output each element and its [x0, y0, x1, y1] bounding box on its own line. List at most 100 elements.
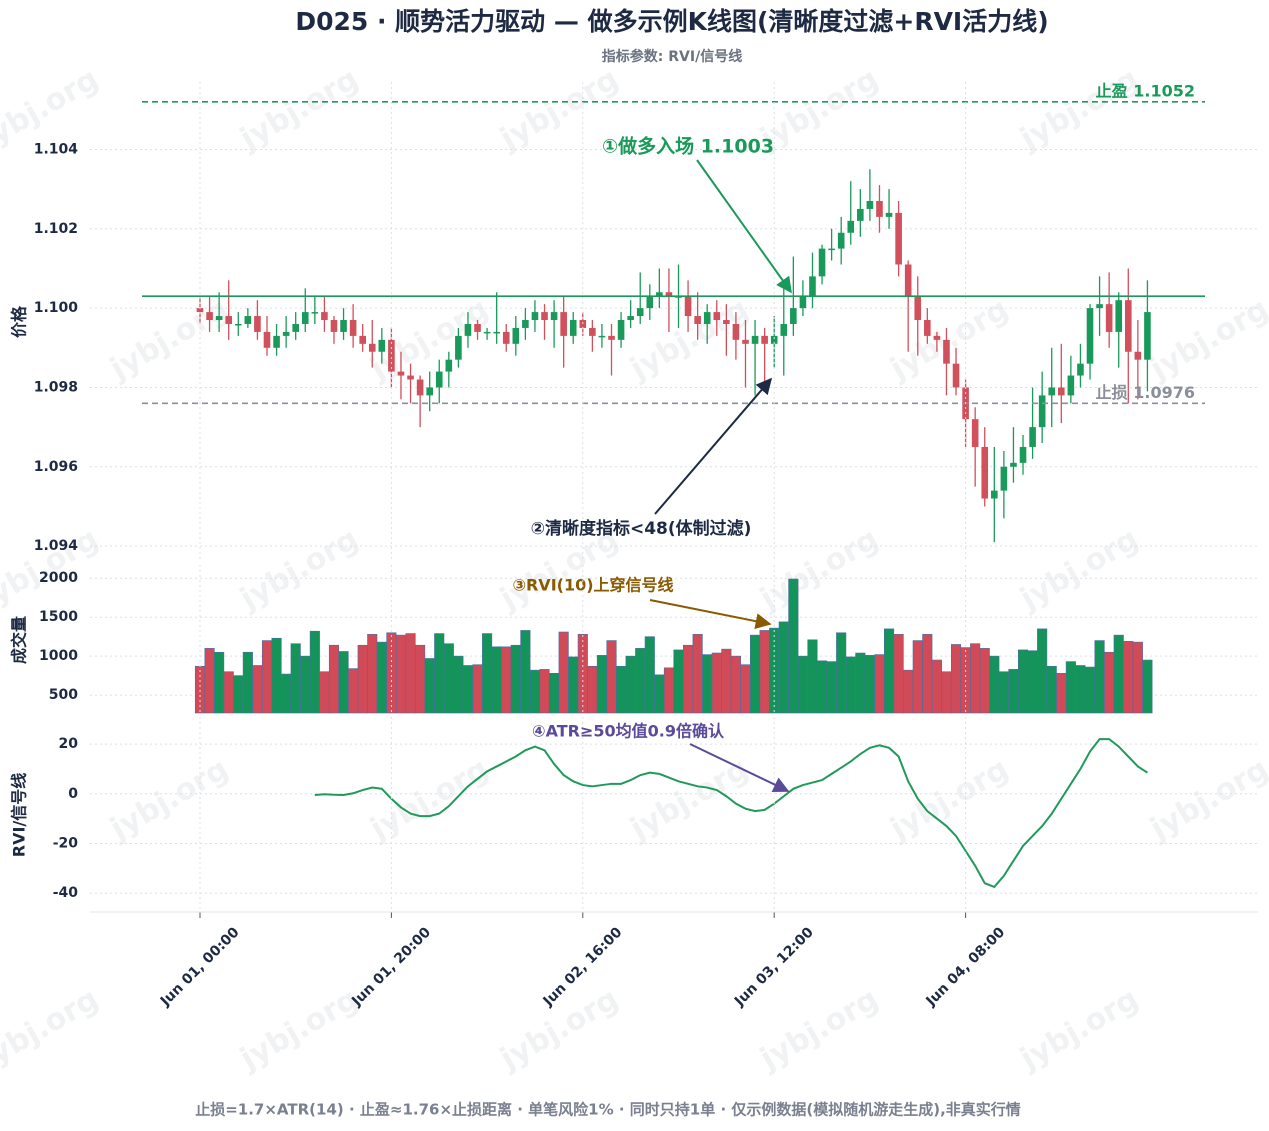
- watermark: jybj.org: [1144, 752, 1269, 848]
- candle-body: [426, 387, 433, 396]
- candle-body: [751, 335, 759, 344]
- candle-body: [1048, 387, 1056, 396]
- arrow: [649, 599, 772, 630]
- volume-bar: [261, 640, 273, 714]
- volume-bar: [539, 669, 550, 714]
- volume-bar: [214, 651, 225, 714]
- candle-body: [761, 335, 768, 344]
- volume-bar: [912, 640, 923, 714]
- volume-bar: [778, 621, 789, 714]
- volume-bar: [223, 671, 234, 714]
- candle-body: [790, 308, 797, 324]
- candle-body: [885, 212, 893, 217]
- volume-bar: [1084, 666, 1096, 714]
- candle-body: [742, 339, 749, 344]
- x-tick-label: Jun 01, 20:00: [348, 924, 434, 1010]
- volume-bar: [395, 634, 407, 714]
- candle-body: [713, 312, 721, 321]
- candle-body: [541, 312, 548, 321]
- volume-bar: [855, 652, 866, 714]
- volume-bar: [501, 646, 512, 714]
- y-tick-label: 1.094: [34, 538, 79, 554]
- candle-body: [1115, 300, 1123, 332]
- candle-body: [1105, 304, 1113, 332]
- volume-bar: [797, 655, 808, 714]
- candle-body: [1067, 375, 1075, 396]
- candle-body: [349, 320, 357, 336]
- candle-body: [502, 331, 510, 344]
- candle-body: [397, 371, 405, 376]
- volume-bar: [1142, 659, 1153, 714]
- volume-bar: [520, 630, 531, 714]
- volume-bar: [836, 632, 847, 714]
- candle-body: [196, 308, 204, 313]
- volume-bar: [415, 644, 426, 714]
- volume-bar: [568, 656, 579, 714]
- watermark: jybj.org: [1014, 522, 1145, 618]
- volume-bar: [587, 665, 598, 714]
- candle-body: [1077, 363, 1084, 376]
- candle-body: [723, 320, 730, 324]
- volume-bar: [1132, 641, 1143, 714]
- volume-bar: [970, 643, 981, 714]
- candle-body: [359, 335, 366, 344]
- volume-bar: [673, 649, 684, 714]
- volume-bar: [242, 651, 253, 714]
- volume-bar: [491, 646, 502, 714]
- candle-body: [646, 296, 654, 309]
- chart-subtitle: 指标参数: RVI/信号线: [602, 48, 742, 65]
- y-axis-label: 成交量: [10, 616, 29, 664]
- volume-bar: [702, 654, 713, 714]
- candle-body: [206, 312, 213, 321]
- level-label: 止盈 1.1052: [1096, 81, 1195, 100]
- candle-body: [991, 490, 998, 499]
- candle-body: [837, 232, 845, 249]
- candle-body: [263, 331, 271, 348]
- rvi-line: [314, 738, 1148, 889]
- y-tick-label: 20: [59, 736, 79, 752]
- candle-body: [904, 264, 912, 297]
- volume-bar: [750, 634, 761, 714]
- candle-body: [1000, 466, 1008, 491]
- volume-bar: [1075, 665, 1086, 714]
- volume-bar: [405, 633, 416, 714]
- candle-body: [1134, 351, 1142, 360]
- volume-bar: [328, 644, 340, 714]
- candle-body: [1058, 387, 1065, 396]
- volume-bar: [625, 655, 636, 714]
- candle-body: [225, 316, 233, 324]
- watermark: jybj.org: [234, 62, 365, 158]
- volume-bar: [549, 672, 560, 714]
- volume-bar: [845, 656, 856, 714]
- candle-body: [617, 320, 625, 340]
- candle-body: [943, 339, 950, 364]
- footer-note: 止损=1.7×ATR(14) · 止盈≈1.76×止损距离 · 单笔风险1% ·…: [195, 1101, 1021, 1119]
- candle-body: [215, 316, 223, 321]
- y-tick-label: 1.102: [34, 221, 78, 237]
- candle-body: [924, 320, 931, 336]
- volume-bar: [300, 655, 311, 714]
- volume-bar: [1017, 649, 1029, 714]
- volume-bar: [252, 665, 263, 714]
- volume-bar: [606, 640, 617, 714]
- candle-body: [866, 201, 874, 209]
- candle-body: [301, 312, 309, 324]
- y-axis-label: 价格: [10, 305, 29, 338]
- watermark: jybj.org: [104, 292, 235, 388]
- candle-body: [1086, 308, 1094, 364]
- candle-body: [407, 375, 414, 380]
- volume-bar: [319, 671, 330, 714]
- volume-bar: [759, 630, 770, 714]
- volume-bar: [376, 641, 387, 714]
- volume-bar: [989, 655, 1000, 714]
- volume-bar: [462, 665, 474, 714]
- x-tick-label: Jun 04, 08:00: [923, 924, 1009, 1010]
- volume-bar: [692, 634, 703, 714]
- volume-bar: [1123, 641, 1134, 714]
- watermark: jybj.org: [754, 522, 885, 618]
- y-tick-label: 1.104: [34, 141, 79, 157]
- volume-bar: [558, 631, 569, 714]
- candle-body: [876, 201, 883, 217]
- watermarks: jybj.org jybj.org jybj.org jybj.org jybj.org…: [0, 62, 1269, 1078]
